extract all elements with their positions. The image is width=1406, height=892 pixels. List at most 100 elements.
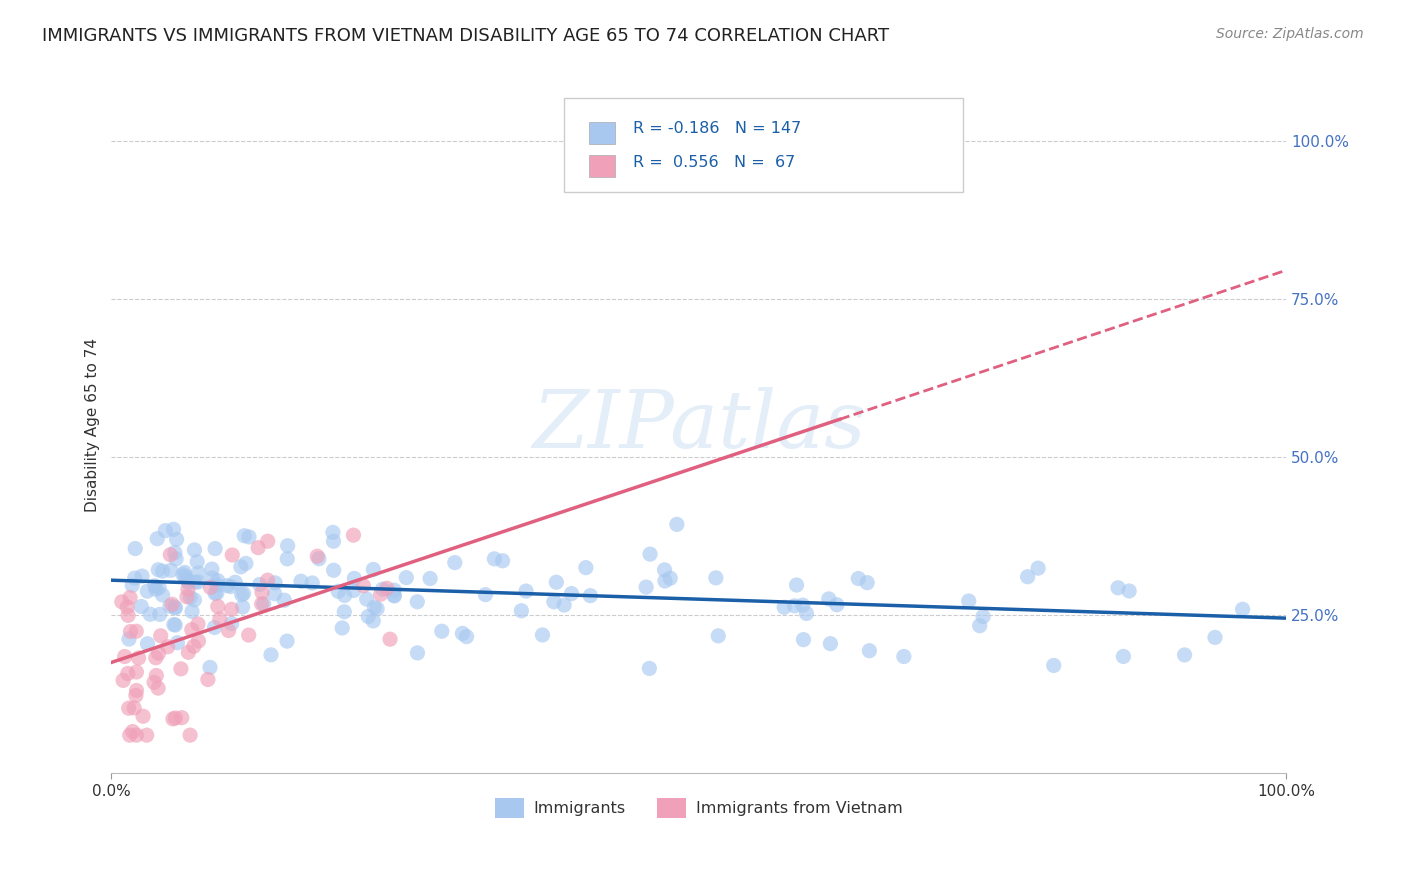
Point xyxy=(419,572,441,586)
Point xyxy=(371,582,394,597)
Text: Source: ZipAtlas.com: Source: ZipAtlas.com xyxy=(1216,27,1364,41)
Point xyxy=(636,580,658,594)
Point xyxy=(208,612,231,626)
Point xyxy=(443,556,465,570)
Point xyxy=(543,595,565,609)
Point xyxy=(187,566,209,580)
Point xyxy=(792,632,814,647)
Point xyxy=(395,571,418,585)
Point xyxy=(125,665,148,679)
Point xyxy=(817,591,839,606)
Point xyxy=(247,541,270,555)
Point xyxy=(406,646,429,660)
Point xyxy=(491,554,513,568)
Point xyxy=(250,585,273,599)
Point xyxy=(579,589,602,603)
Point xyxy=(204,620,226,634)
Point xyxy=(162,522,184,536)
Point xyxy=(370,587,392,601)
Point xyxy=(546,575,568,590)
Text: R =  0.556   N =  67: R = 0.556 N = 67 xyxy=(633,155,796,169)
Point xyxy=(221,602,243,616)
Point xyxy=(120,624,142,639)
Point xyxy=(165,711,187,725)
Point xyxy=(1204,631,1226,645)
Point xyxy=(343,583,366,598)
Point xyxy=(231,588,253,602)
Point xyxy=(322,525,344,540)
Point xyxy=(232,586,254,600)
Point xyxy=(117,666,139,681)
Point xyxy=(273,593,295,607)
Point xyxy=(276,634,298,648)
Point xyxy=(290,574,312,589)
Point xyxy=(308,551,330,566)
Point xyxy=(233,529,256,543)
FancyBboxPatch shape xyxy=(589,155,616,177)
Point xyxy=(135,728,157,742)
Point xyxy=(893,649,915,664)
Point xyxy=(352,579,374,593)
Point xyxy=(163,617,186,632)
Point xyxy=(143,579,166,593)
Point xyxy=(828,134,851,148)
Point xyxy=(969,618,991,632)
Point xyxy=(224,575,246,590)
Point xyxy=(170,711,193,725)
Point xyxy=(205,586,228,600)
Point xyxy=(145,668,167,682)
Point xyxy=(166,636,188,650)
Point xyxy=(276,552,298,566)
FancyBboxPatch shape xyxy=(564,98,963,192)
Point xyxy=(856,575,879,590)
Point xyxy=(301,576,323,591)
Point xyxy=(176,573,198,587)
Point xyxy=(129,599,152,614)
Point xyxy=(143,675,166,690)
Point xyxy=(322,534,344,549)
Point xyxy=(361,614,384,628)
Point xyxy=(118,728,141,742)
Point xyxy=(165,618,187,632)
Point xyxy=(183,575,205,590)
Point xyxy=(531,628,554,642)
Point xyxy=(363,600,385,615)
Point xyxy=(638,661,661,675)
Point xyxy=(218,624,240,638)
Point xyxy=(253,597,276,611)
Point xyxy=(277,539,299,553)
Point xyxy=(264,575,287,590)
Point xyxy=(654,563,676,577)
Point xyxy=(560,586,582,600)
Point xyxy=(149,629,172,643)
Point xyxy=(333,589,356,603)
Point xyxy=(131,569,153,583)
Point xyxy=(125,624,148,639)
Point xyxy=(235,557,257,571)
Point xyxy=(430,624,453,639)
Point xyxy=(1173,648,1195,662)
Point xyxy=(378,632,401,647)
Point xyxy=(160,597,183,611)
Point xyxy=(484,551,506,566)
Point xyxy=(205,578,228,592)
Point xyxy=(375,582,398,596)
Point xyxy=(510,604,533,618)
Point xyxy=(155,524,177,538)
Point xyxy=(173,566,195,580)
Point xyxy=(124,541,146,556)
Point xyxy=(382,583,405,598)
Point xyxy=(382,588,405,602)
Point xyxy=(122,701,145,715)
Point xyxy=(786,578,808,592)
Y-axis label: Disability Age 65 to 74: Disability Age 65 to 74 xyxy=(86,338,100,512)
Point xyxy=(553,598,575,612)
Point xyxy=(166,533,188,547)
Point xyxy=(825,598,848,612)
Point xyxy=(159,548,181,562)
Point xyxy=(207,599,229,614)
Point xyxy=(474,588,496,602)
Point xyxy=(704,571,727,585)
Point xyxy=(260,648,283,662)
Point xyxy=(204,586,226,600)
